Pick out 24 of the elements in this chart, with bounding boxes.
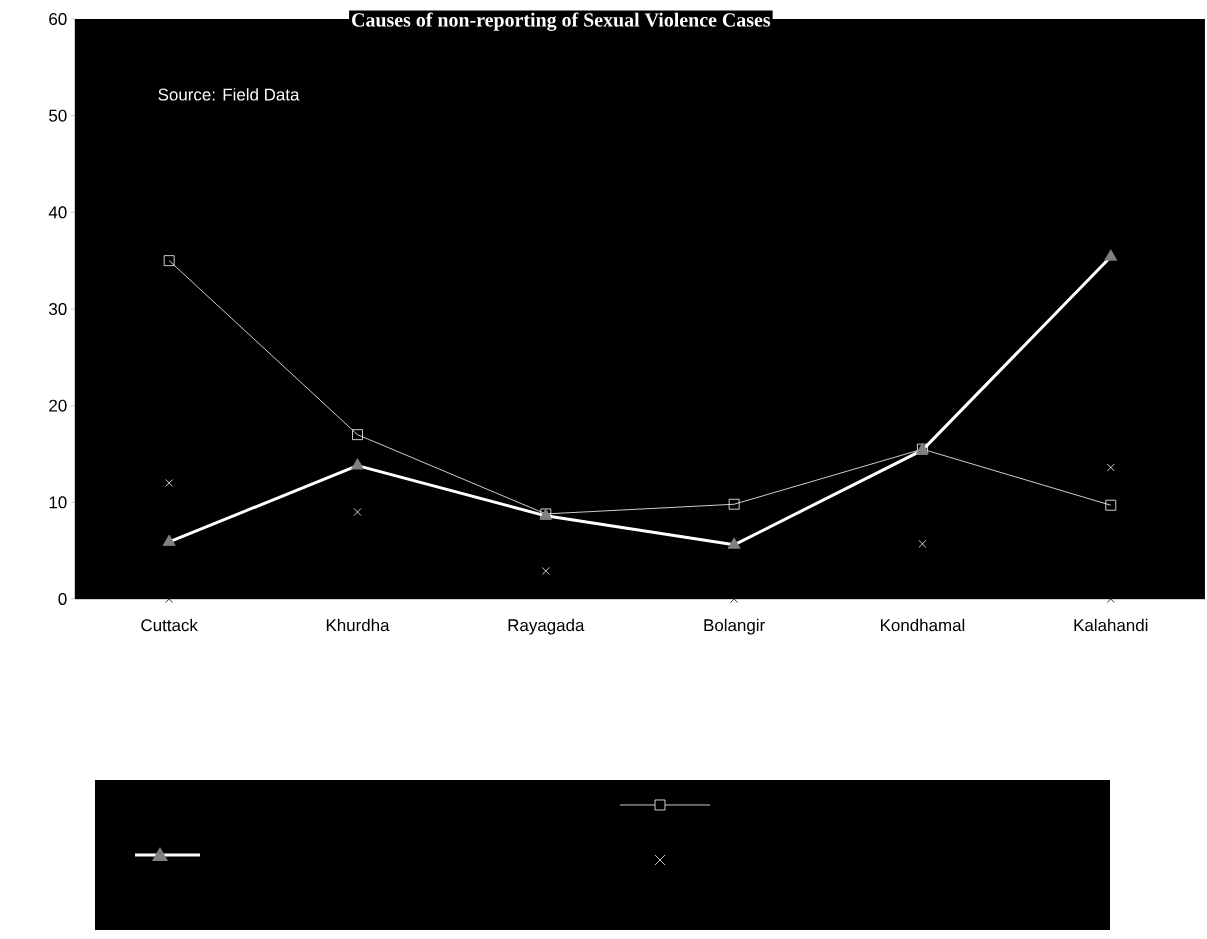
point [353,508,362,516]
point [165,479,174,487]
x-tick-label: Kalahandi [1074,618,1148,632]
y-tick-label: 20 [49,399,67,412]
chart-title: Causes of non-reporting of Sexual Violence Cases [352,12,771,31]
point [1105,499,1117,511]
point [918,539,927,548]
y-tick-label: 40 [48,206,67,219]
point [163,255,175,267]
x-tick-label: Cuttack [141,618,198,632]
x-tick-label: Khurdha [326,618,390,632]
x-tick-label: Rayagada [508,618,585,635]
x-tick-label: Bolangir [704,618,765,635]
point [1106,463,1115,472]
point [728,498,740,510]
y-tick-label: 60 [49,12,67,25]
x-tick-label: Kondhamal [881,618,965,632]
y-tick-label: 50 [49,109,67,122]
point [352,429,363,441]
annotation: Source: Field Data [158,88,300,101]
y-tick-label: 30 [49,302,67,315]
y-tick-label: 0 [58,592,67,605]
y-tick-label: 10 [49,496,67,509]
point [541,567,550,575]
